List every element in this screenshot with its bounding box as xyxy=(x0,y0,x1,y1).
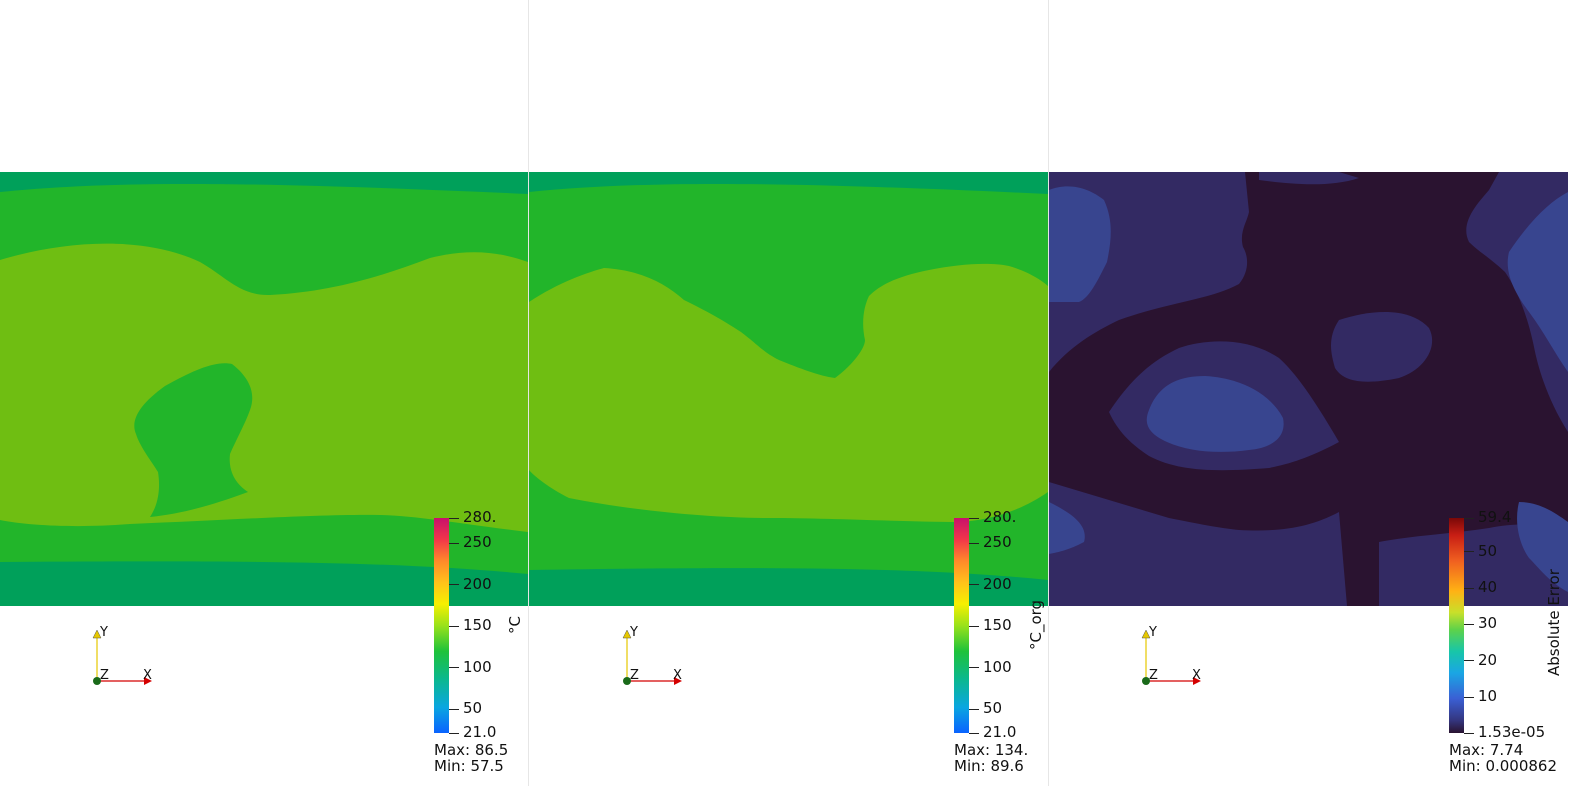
colorbar xyxy=(434,518,449,733)
colorbar-title: °C xyxy=(506,616,524,634)
axis-z-label: Z xyxy=(100,668,109,683)
colorbar-tick xyxy=(1464,551,1474,552)
colorbar-tick-label: 200 xyxy=(463,575,492,593)
colorbar-tick-label: 21.0 xyxy=(463,723,497,741)
error-band-light xyxy=(1146,376,1284,452)
colorbar-tick-label: 10 xyxy=(1478,687,1498,705)
error-band-mid xyxy=(1049,482,1347,606)
colorbar-tick-label: 100 xyxy=(983,658,1012,676)
min-value: Min: 0.000862 xyxy=(1449,757,1558,775)
colorbar-tick-label: 50 xyxy=(983,699,1003,717)
error-band-light xyxy=(1517,502,1568,592)
contour-plot-temperature[interactable] xyxy=(0,172,528,606)
colorbar-tick xyxy=(969,709,979,710)
render-view-3[interactable]: 59.4 50 40 30 20 10 1.53e-05 Absolute Er… xyxy=(1049,0,1582,786)
colorbar-tick-label: 50 xyxy=(1478,542,1498,560)
max-value: Max: 86.5 xyxy=(434,741,509,759)
colorbar-title: Absolute Error xyxy=(1545,569,1563,676)
colorbar-tick-label: 40 xyxy=(1478,578,1498,596)
orientation-axes: Y Z X xyxy=(88,624,158,694)
error-band-mid xyxy=(1259,172,1359,185)
colorbar-tick-label: 21.0 xyxy=(983,723,1017,741)
error-band-light xyxy=(1049,502,1085,554)
colorbar-tick xyxy=(969,626,979,627)
axis-x-label: X xyxy=(673,668,682,683)
colorbar-tick-label: 150 xyxy=(983,616,1012,634)
colorbar-tick-label: 280. xyxy=(983,508,1017,526)
axis-z-label: Z xyxy=(1149,668,1158,683)
colorbar-tick xyxy=(969,584,979,585)
view-separator[interactable] xyxy=(1048,0,1049,786)
colorbar-tick xyxy=(1464,624,1474,625)
contour-plot-temperature-original[interactable] xyxy=(529,172,1048,606)
axis-y-label: Y xyxy=(100,625,108,640)
colorbar-tick xyxy=(449,733,459,734)
axis-x-label: X xyxy=(1192,668,1201,683)
colorbar-tick-label: 100 xyxy=(463,658,492,676)
contour-band-inner xyxy=(529,263,1048,522)
colorbar-tick-label: 30 xyxy=(1478,614,1498,632)
error-band-light xyxy=(1049,186,1111,302)
colorbar xyxy=(1449,518,1464,733)
colorbar-tick-label: 250 xyxy=(983,533,1012,551)
error-band-mid xyxy=(1379,524,1568,606)
error-band-mid xyxy=(1331,311,1433,382)
render-view-1[interactable]: 280. 250 200 150 100 50 21.0 °C Max: 86.… xyxy=(0,0,528,786)
contour-band-inner xyxy=(0,243,528,533)
colorbar-tick xyxy=(1464,588,1474,589)
colorbar-tick xyxy=(449,543,459,544)
axis-z-label: Z xyxy=(630,668,639,683)
colorbar-tick-label: 150 xyxy=(463,616,492,634)
axis-x-label: X xyxy=(143,668,152,683)
colorbar-tick xyxy=(1464,697,1474,698)
colorbar-tick-label: 1.53e-05 xyxy=(1478,723,1546,741)
range-stats: Max: 86.5 Min: 57.5 xyxy=(434,742,508,774)
range-stats: Max: 134. Min: 89.6 xyxy=(954,742,1028,774)
render-view-2[interactable]: 280. 250 200 150 100 50 21.0 °C_org Max:… xyxy=(529,0,1048,786)
colorbar-tick xyxy=(449,584,459,585)
colorbar-tick xyxy=(1464,660,1474,661)
colorbar-tick-label: 280. xyxy=(463,508,497,526)
colorbar-tick xyxy=(969,518,979,519)
error-band-light xyxy=(1507,192,1568,372)
colorbar-tick-label: 50 xyxy=(463,699,483,717)
orientation-axes: Y Z X xyxy=(1137,624,1207,694)
range-stats: Max: 7.74 Min: 0.000862 xyxy=(1449,742,1557,774)
colorbar-tick xyxy=(449,626,459,627)
axis-y-label: Y xyxy=(1149,625,1157,640)
colorbar-tick xyxy=(969,667,979,668)
colorbar-tick xyxy=(969,733,979,734)
colorbar-tick-label: 250 xyxy=(463,533,492,551)
colorbar-tick xyxy=(969,543,979,544)
contour-plot-absolute-error[interactable] xyxy=(1049,172,1568,606)
axis-y-label: Y xyxy=(630,625,638,640)
colorbar xyxy=(954,518,969,733)
colorbar-tick-label: 59.4 xyxy=(1478,508,1512,526)
colorbar-title: °C_org xyxy=(1027,599,1045,650)
view-separator[interactable] xyxy=(528,0,529,786)
colorbar-tick xyxy=(449,709,459,710)
colorbar-tick-label: 200 xyxy=(983,575,1012,593)
max-value: Max: 134. xyxy=(954,741,1029,759)
colorbar-tick-label: 20 xyxy=(1478,651,1498,669)
contour-island xyxy=(134,363,253,517)
orientation-axes: Y Z X xyxy=(618,624,688,694)
max-value: Max: 7.74 xyxy=(1449,741,1524,759)
colorbar-tick xyxy=(1464,733,1474,734)
colorbar-tick xyxy=(449,518,459,519)
colorbar-tick xyxy=(449,667,459,668)
min-value: Min: 57.5 xyxy=(434,757,504,775)
colorbar-tick xyxy=(1464,518,1474,519)
min-value: Min: 89.6 xyxy=(954,757,1024,775)
